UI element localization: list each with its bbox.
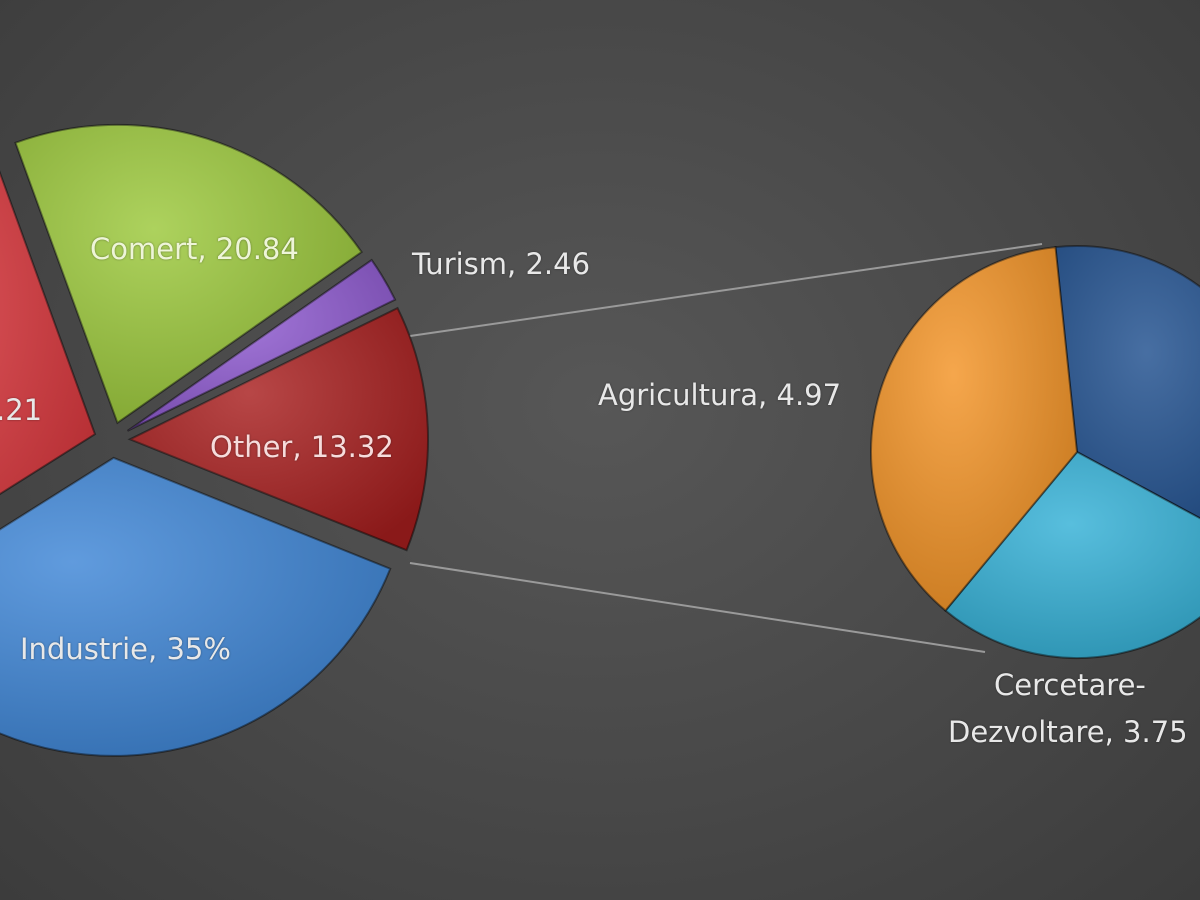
label-cercetare-line1: Cercetare- <box>994 668 1146 702</box>
label-comert: Comert, 20.84 <box>90 232 299 266</box>
label-red-slice: .21 <box>0 393 43 427</box>
label-industrie: Industrie, 35% <box>20 632 231 666</box>
main-slice-unlabeled-shading <box>0 173 95 494</box>
connector-line-top <box>409 243 1043 337</box>
connector-line-bottom <box>409 562 986 653</box>
main-slice-comert-shading <box>15 124 362 423</box>
main-slice-industrie-shading <box>0 457 391 756</box>
label-turism: Turism, 2.46 <box>412 247 591 281</box>
main-slice-turism-shading <box>127 260 396 431</box>
main-slice-other-shading <box>129 308 428 551</box>
label-other: Other, 13.32 <box>210 430 394 464</box>
label-cercetare-line2: Dezvoltare, 3.75 <box>948 715 1188 749</box>
secondary-slice-unlabeled-shading <box>1055 246 1200 519</box>
secondary-slice-agricultura-shading <box>871 247 1077 611</box>
label-agricultura: Agricultura, 4.97 <box>598 378 842 412</box>
secondary-slice-cercetare-dezvoltare-shading <box>945 452 1200 658</box>
